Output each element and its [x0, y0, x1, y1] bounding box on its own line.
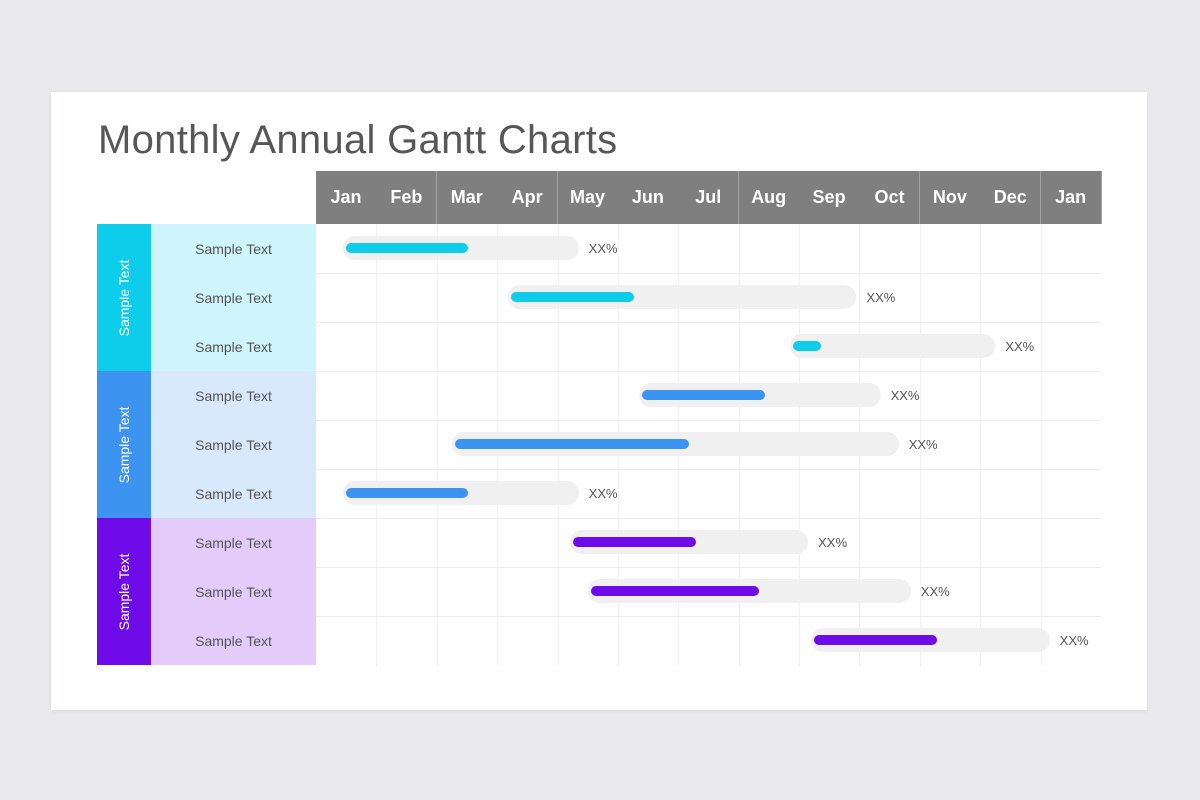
task-bar-progress: [346, 488, 468, 498]
task-bar-progress: [814, 635, 938, 645]
group-label: Sample Text: [116, 259, 132, 336]
group-band: Sample Text: [97, 224, 151, 371]
month-header-cell: Jul: [678, 171, 740, 224]
group-band: Sample Text: [97, 518, 151, 665]
month-header-cell: Jan: [316, 171, 377, 224]
task-value-label: XX%: [588, 486, 618, 501]
month-header-cell: Dec: [980, 171, 1042, 224]
task-bar-progress: [642, 390, 765, 400]
grid-line-horizontal: [316, 567, 1101, 568]
task-label: Sample Text: [151, 616, 316, 665]
task-label: Sample Text: [151, 420, 316, 469]
task-value-label: XX%: [866, 290, 896, 305]
task-label: Sample Text: [151, 469, 316, 518]
group-band: Sample Text: [97, 371, 151, 518]
month-header-cell: Jan: [1040, 171, 1102, 224]
task-bar-progress: [572, 537, 696, 547]
task-value-label: XX%: [920, 584, 950, 599]
task-value-label: XX%: [1005, 339, 1035, 354]
month-header-cell: Sep: [799, 171, 861, 224]
grid-line-vertical: [437, 224, 438, 666]
group-label: Sample Text: [116, 406, 132, 483]
task-value-label: XX%: [908, 437, 938, 452]
task-value-label: XX%: [818, 535, 848, 550]
grid-line-horizontal: [316, 420, 1101, 421]
month-header-cell: Feb: [376, 171, 438, 224]
grid-line-horizontal: [316, 273, 1101, 274]
grid-line-vertical: [980, 224, 981, 666]
month-header-cell: Mar: [436, 171, 498, 224]
task-label: Sample Text: [151, 224, 316, 273]
task-bar-progress: [511, 292, 635, 302]
month-header-cell: Nov: [919, 171, 981, 224]
month-header-cell: Apr: [497, 171, 559, 224]
grid-line-vertical: [1041, 224, 1042, 666]
page-title: Monthly Annual Gantt Charts: [98, 118, 618, 162]
group-label: Sample Text: [116, 553, 132, 630]
month-header-cell: Aug: [738, 171, 800, 224]
task-label: Sample Text: [151, 322, 316, 371]
grid-line-horizontal: [316, 616, 1101, 617]
task-value-label: XX%: [1059, 633, 1089, 648]
month-header-cell: Oct: [859, 171, 921, 224]
task-value-label: XX%: [890, 388, 920, 403]
task-bar-progress: [346, 243, 468, 253]
task-value-label: XX%: [588, 241, 618, 256]
task-bar-track: [790, 334, 996, 358]
task-label: Sample Text: [151, 567, 316, 616]
grid-line-horizontal: [316, 371, 1101, 372]
task-label: Sample Text: [151, 371, 316, 420]
task-bar-progress: [454, 439, 689, 449]
grid-line-vertical: [920, 224, 921, 666]
month-header-cell: Jun: [617, 171, 679, 224]
month-header-cell: May: [557, 171, 619, 224]
grid-line-horizontal: [316, 518, 1101, 519]
task-bar-progress: [793, 341, 821, 351]
task-label: Sample Text: [151, 273, 316, 322]
grid-line-horizontal: [316, 322, 1101, 323]
task-bar-progress: [590, 586, 759, 596]
grid-line-horizontal: [316, 469, 1101, 470]
grid-line-vertical: [376, 224, 377, 666]
task-label: Sample Text: [151, 518, 316, 567]
